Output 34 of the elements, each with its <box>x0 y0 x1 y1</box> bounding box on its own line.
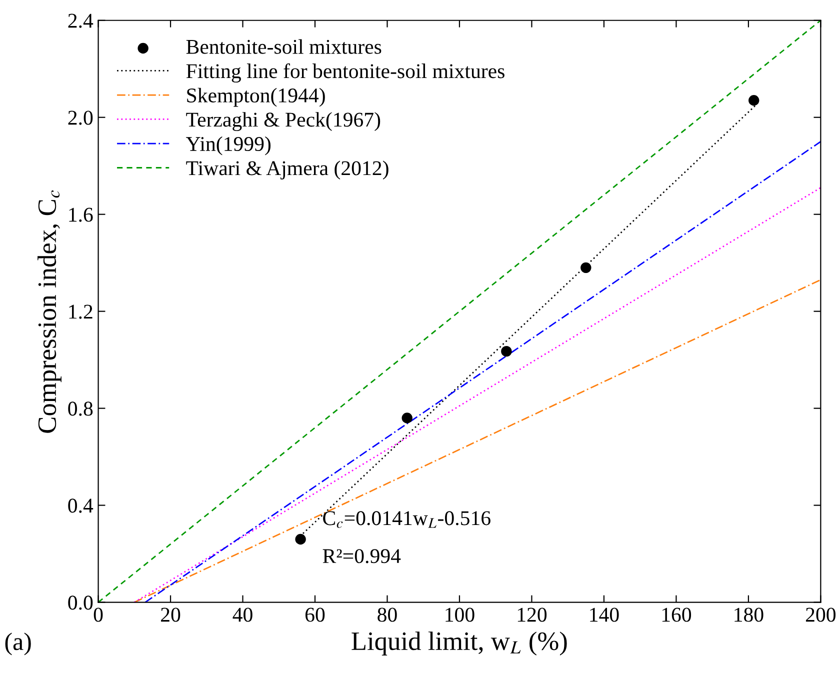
point <box>501 346 512 357</box>
y-axis-title: Compression index, C$_{c}$ <box>38 190 62 433</box>
x-tick-label: 100 <box>446 608 474 622</box>
annotation: C$_{c}$=0.0141w$_{L}$-0.516 <box>323 511 490 528</box>
y-tick-label: 1.2 <box>69 304 92 319</box>
point <box>748 95 760 106</box>
x-tick-label: 80 <box>378 608 397 622</box>
x-tick-label: 160 <box>662 608 692 622</box>
y-tick-label: 2.4 <box>68 14 94 28</box>
legend-label: Tiwari & Ajmera (2012) <box>186 160 388 180</box>
y-tick-label: 2.0 <box>68 110 93 125</box>
x-tick-label: 140 <box>590 608 619 622</box>
x-tick-label: 120 <box>518 608 547 622</box>
legend-label: Bentonite-soil mixtures <box>186 39 382 54</box>
y-tick-label: 0.4 <box>68 498 94 513</box>
text: (a) <box>5 632 31 656</box>
x-axis-title: Liquid limit, w$_{L}$ (%) <box>352 632 567 656</box>
x-tick-label: 180 <box>734 608 764 622</box>
y-tick-label: 0.0 <box>68 596 93 610</box>
legend-label: Fitting line for bentonite-soil mixtures <box>186 63 504 83</box>
x-tick-label: 40 <box>232 608 252 622</box>
legend-label: Yin(1999) <box>186 136 271 156</box>
annotation: R²=0.994 <box>322 549 401 564</box>
legend-label: Terzaghi & Peck(1967) <box>186 112 380 132</box>
x-tick-label: 20 <box>161 608 180 622</box>
point <box>580 262 592 274</box>
legend-label: Skempton(1944) <box>187 88 325 107</box>
y-tick-label: 1.6 <box>69 208 93 222</box>
y-tick-label: 0.8 <box>68 402 93 416</box>
x-tick-label: 60 <box>305 608 325 622</box>
x-tick-label: 0 <box>94 608 103 622</box>
x-tick-label: 200 <box>806 608 836 622</box>
point <box>402 412 412 424</box>
point <box>295 534 306 545</box>
